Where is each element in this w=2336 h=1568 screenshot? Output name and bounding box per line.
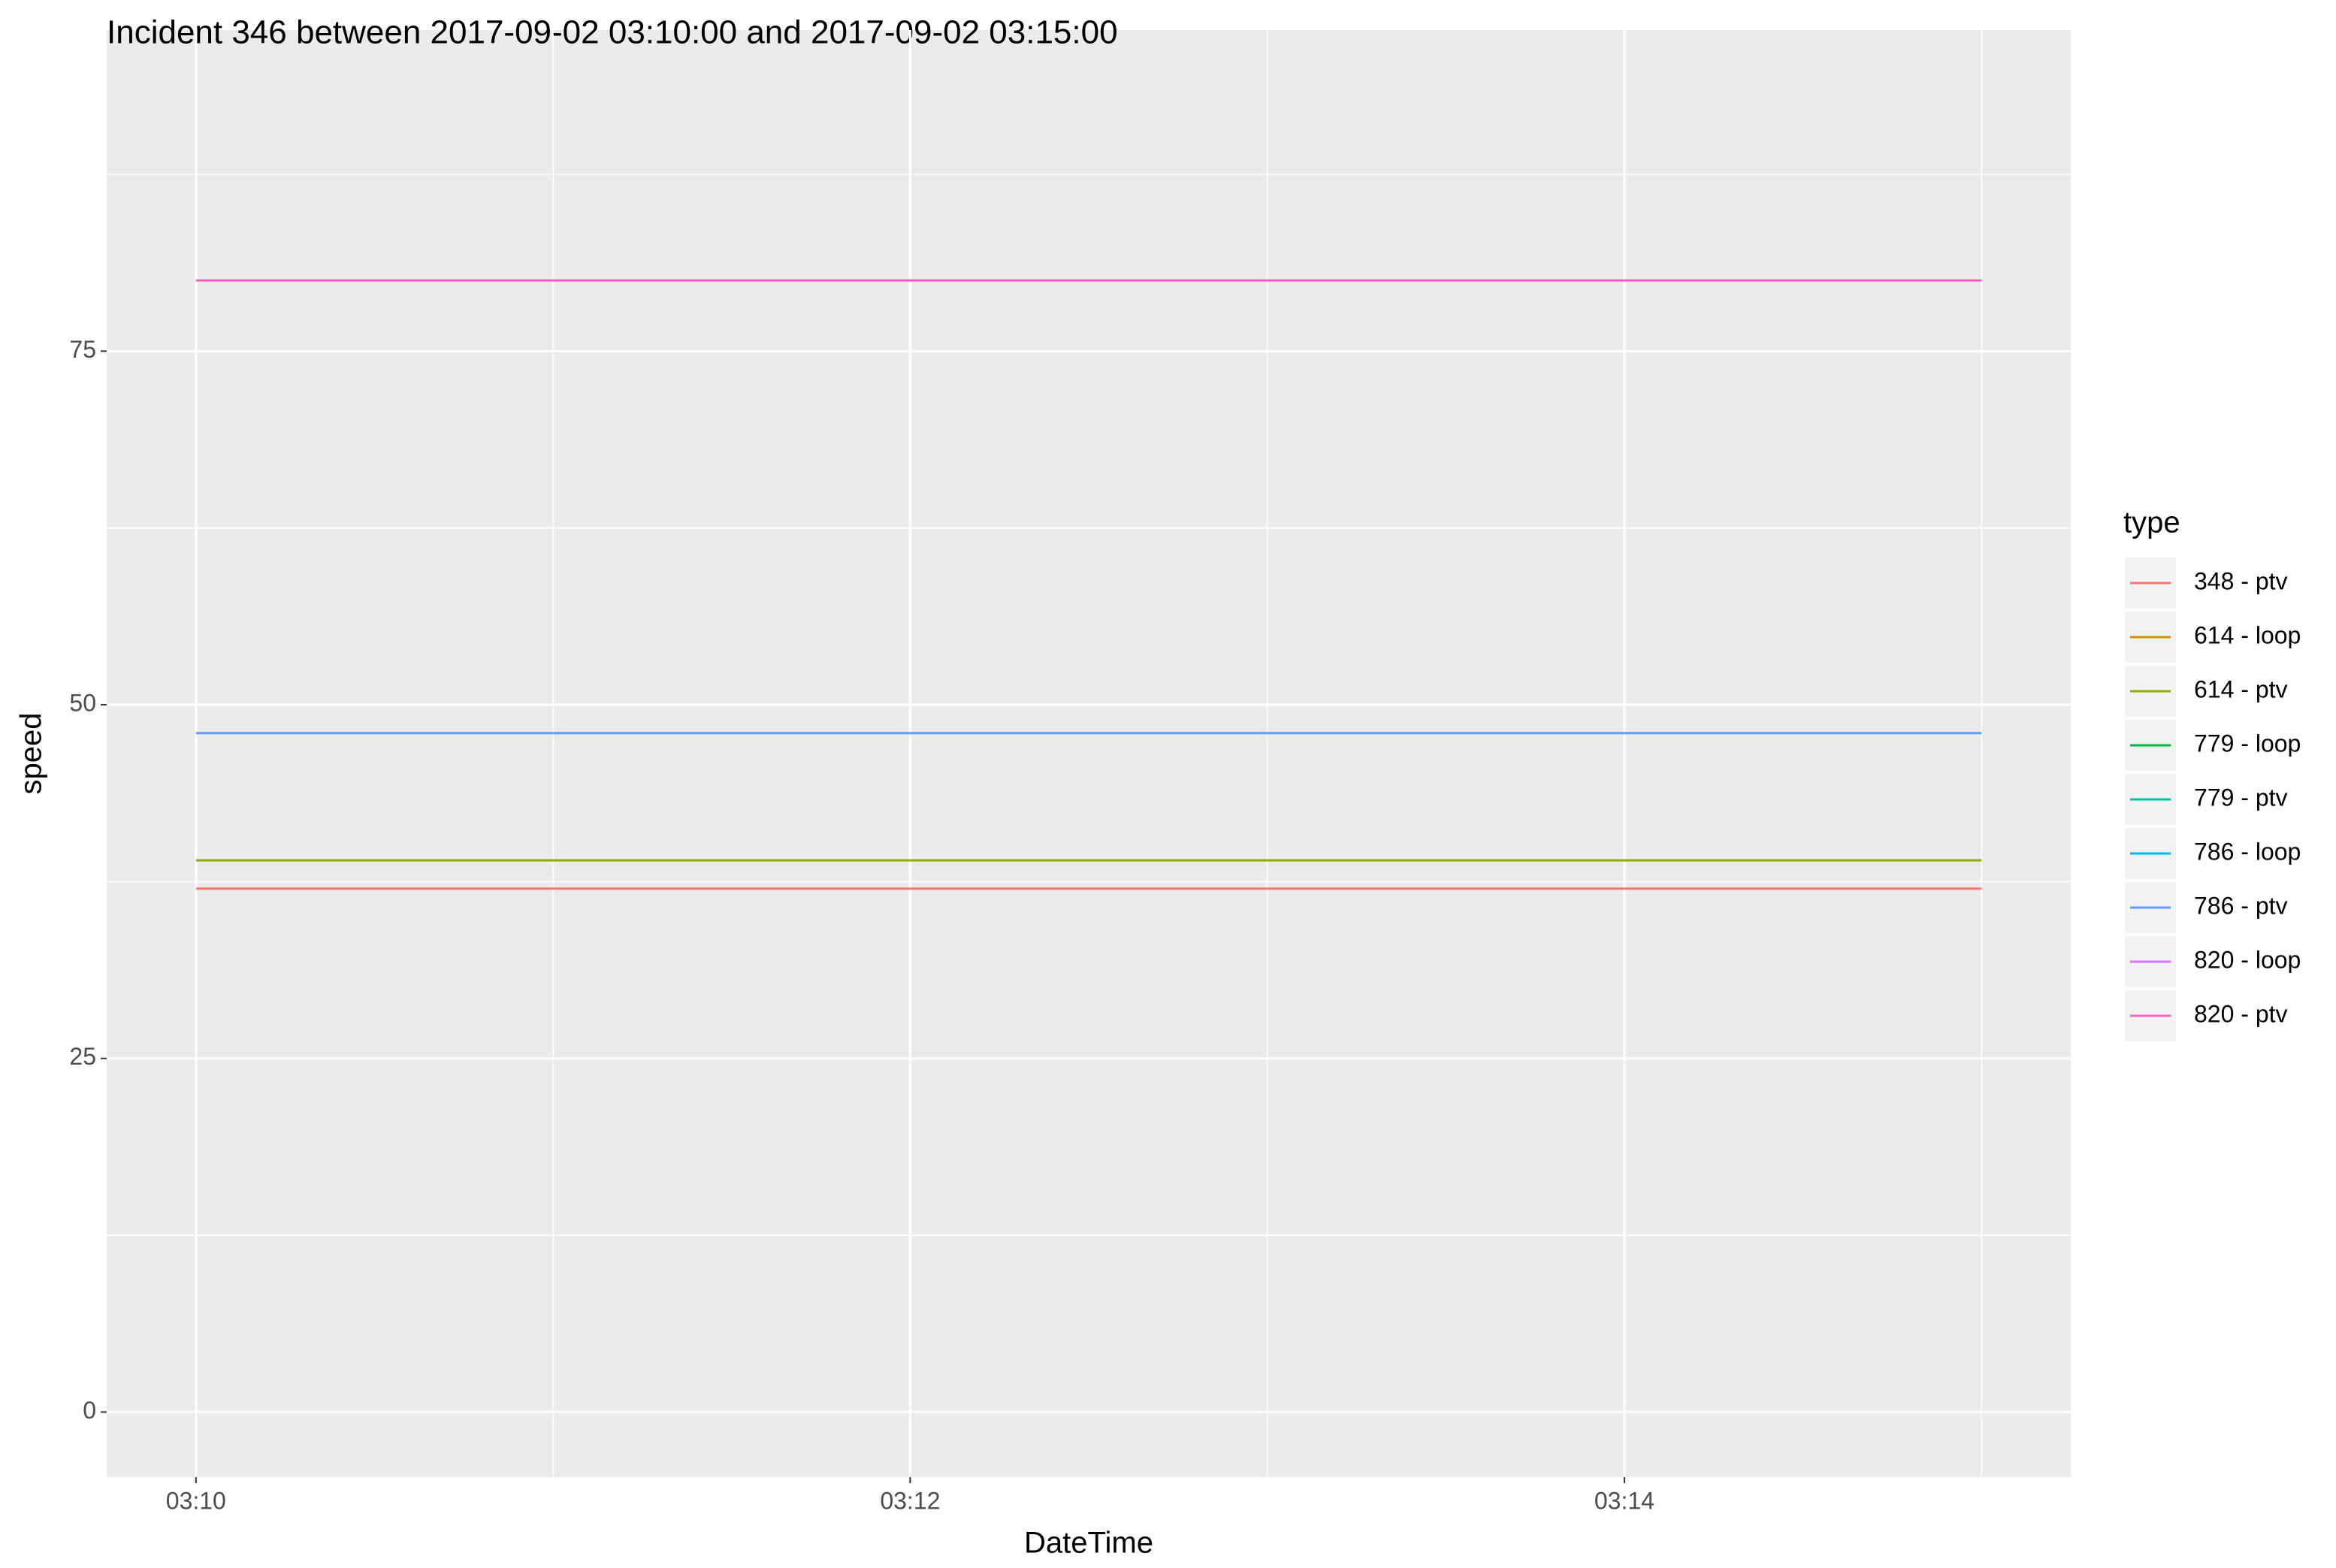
legend-label: 779 - loop [2194,730,2301,757]
legend-label: 786 - loop [2194,838,2301,865]
y-tick-label: 75 [69,336,96,363]
legend-label: 779 - ptv [2194,784,2288,811]
y-axis-label: speed [15,713,48,795]
y-tick-label: 25 [69,1043,96,1070]
legend-label: 786 - ptv [2194,892,2288,919]
x-tick-label: 03:12 [880,1487,940,1514]
legend-label: 348 - ptv [2194,567,2288,594]
x-axis-label: DateTime [1024,1527,1153,1560]
legend-label: 614 - ptv [2194,675,2288,702]
legend-label: 820 - ptv [2194,1000,2288,1027]
legend-label: 820 - loop [2194,946,2301,973]
y-tick-label: 0 [83,1397,96,1424]
chart-title: Incident 346 between 2017-09-02 03:10:00… [107,14,1118,51]
panel [107,30,2071,1477]
legend-title: type [2123,506,2180,539]
x-tick-label: 03:14 [1594,1487,1655,1514]
legend-label: 614 - loop [2194,621,2301,648]
y-tick-label: 50 [69,690,96,717]
x-tick-label: 03:10 [166,1487,226,1514]
